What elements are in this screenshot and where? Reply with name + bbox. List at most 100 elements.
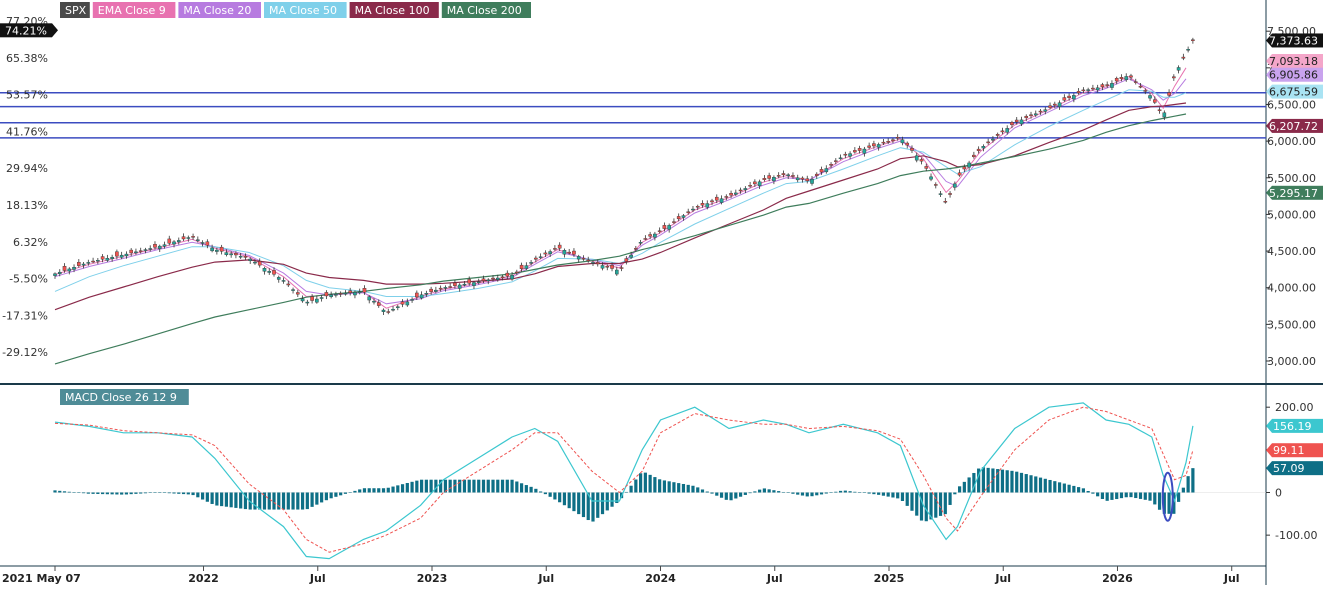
candle-body <box>1038 110 1043 113</box>
macd-line <box>54 402 1194 560</box>
candle-body <box>215 249 219 252</box>
candle-body <box>819 169 824 173</box>
candle-body <box>914 155 919 161</box>
candle-body <box>748 185 752 187</box>
candle-body <box>134 251 138 254</box>
macd-histogram-bar <box>496 479 500 493</box>
candle-body <box>376 302 381 306</box>
percent-axis-label: 6.32% <box>13 236 48 249</box>
macd-histogram-bar <box>938 492 943 516</box>
time-axis-label: 2025 <box>874 572 905 585</box>
candle-body <box>576 256 581 260</box>
macd-histogram-bar <box>1067 484 1071 493</box>
macd-histogram-bar <box>877 492 881 495</box>
candle-body <box>619 267 624 269</box>
macd-badge-label: 156.19 <box>1273 420 1312 433</box>
macd-legend <box>60 389 189 405</box>
macd-histogram-bar <box>515 481 519 493</box>
macd-histogram-bar <box>543 492 547 495</box>
candle-body <box>157 245 162 249</box>
macd-histogram-bar <box>767 489 771 493</box>
candle-body <box>124 253 129 257</box>
macd-histogram-bar <box>1186 476 1190 493</box>
candle-body <box>429 288 433 292</box>
macd-histogram-bar <box>586 492 590 521</box>
candle-body <box>838 157 843 160</box>
macd-histogram-bar <box>281 492 286 510</box>
candle-body <box>205 241 210 246</box>
candle-body <box>553 248 557 250</box>
macd-histogram-bar <box>762 488 766 493</box>
candle-body <box>529 262 533 264</box>
candle-body <box>1172 76 1176 79</box>
price-axis-label: 6,500.00 <box>1267 98 1316 111</box>
macd-histogram-bar <box>729 492 733 501</box>
macd-histogram-bar <box>253 492 257 510</box>
macd-histogram-bar <box>539 491 543 493</box>
percent-axis-label: 53.57% <box>6 89 48 102</box>
price-badge <box>1272 54 1323 69</box>
macd-histogram-bar <box>924 492 928 522</box>
macd-histogram-bar <box>405 483 409 493</box>
macd-histogram-bar <box>981 467 985 493</box>
macd-histogram-bar <box>1143 492 1147 500</box>
macd-histogram-bar <box>953 492 957 495</box>
macd-histogram-bar <box>810 492 814 497</box>
candle-body <box>648 234 652 237</box>
macd-histogram-bar <box>96 492 100 494</box>
macd-histogram-bar <box>858 492 862 493</box>
candle-body <box>810 179 814 184</box>
macd-histogram-bar <box>872 492 876 495</box>
macd-histogram-bar <box>196 492 200 498</box>
candle-body <box>1005 128 1010 133</box>
candle-body <box>276 277 281 280</box>
candle-body <box>953 183 957 188</box>
macd-histogram-bar <box>215 492 219 506</box>
candle-body <box>891 139 895 141</box>
candle-body <box>100 256 105 260</box>
candle-body <box>995 134 1000 136</box>
macd-histogram-bar <box>101 492 105 495</box>
candle-body <box>343 293 348 295</box>
macd-histogram-bar <box>505 479 509 493</box>
macd-histogram-bar <box>1191 468 1195 493</box>
macd-histogram-bar <box>758 489 762 493</box>
price-badge-label: 7,373.63 <box>1269 34 1318 47</box>
candle-body <box>453 282 457 286</box>
macd-histogram-bar <box>1172 492 1176 514</box>
candle-body <box>1033 113 1038 116</box>
macd-histogram-bar <box>396 485 400 493</box>
candle-body <box>714 196 719 201</box>
macd-badge <box>1272 461 1323 476</box>
price-badge <box>1272 185 1323 200</box>
macd-histogram-bar <box>581 492 586 518</box>
macd-histogram-bar <box>200 492 205 500</box>
macd-histogram-bar <box>234 492 238 508</box>
candle-body <box>919 159 924 162</box>
candle-body <box>1152 99 1157 103</box>
price-badge-label: 6,675.59 <box>1269 86 1318 99</box>
macd-histogram-bar <box>500 479 505 493</box>
candle-body <box>862 148 867 154</box>
macd-histogram-bar <box>315 492 319 505</box>
macd-badge-pointer <box>1266 461 1272 476</box>
candle-body <box>672 221 676 223</box>
ma200-line <box>54 113 1187 365</box>
candle-body <box>115 251 119 257</box>
macd-histogram-bar <box>596 492 600 518</box>
candle-body <box>1086 89 1090 91</box>
time-axis-label: Jul <box>309 572 326 585</box>
candle-body <box>562 250 567 255</box>
macd-histogram-bar <box>162 492 167 493</box>
candle-body <box>543 252 548 255</box>
macd-histogram-bar <box>286 492 290 510</box>
macd-histogram-bar <box>600 492 605 515</box>
macd-histogram-bar <box>781 491 786 493</box>
candle-body <box>224 252 229 255</box>
macd-histogram-bar <box>386 487 390 493</box>
candle-body <box>548 251 552 254</box>
macd-histogram-bar <box>86 492 90 494</box>
price-badge-pointer <box>1266 185 1272 200</box>
candle-body <box>886 141 890 143</box>
